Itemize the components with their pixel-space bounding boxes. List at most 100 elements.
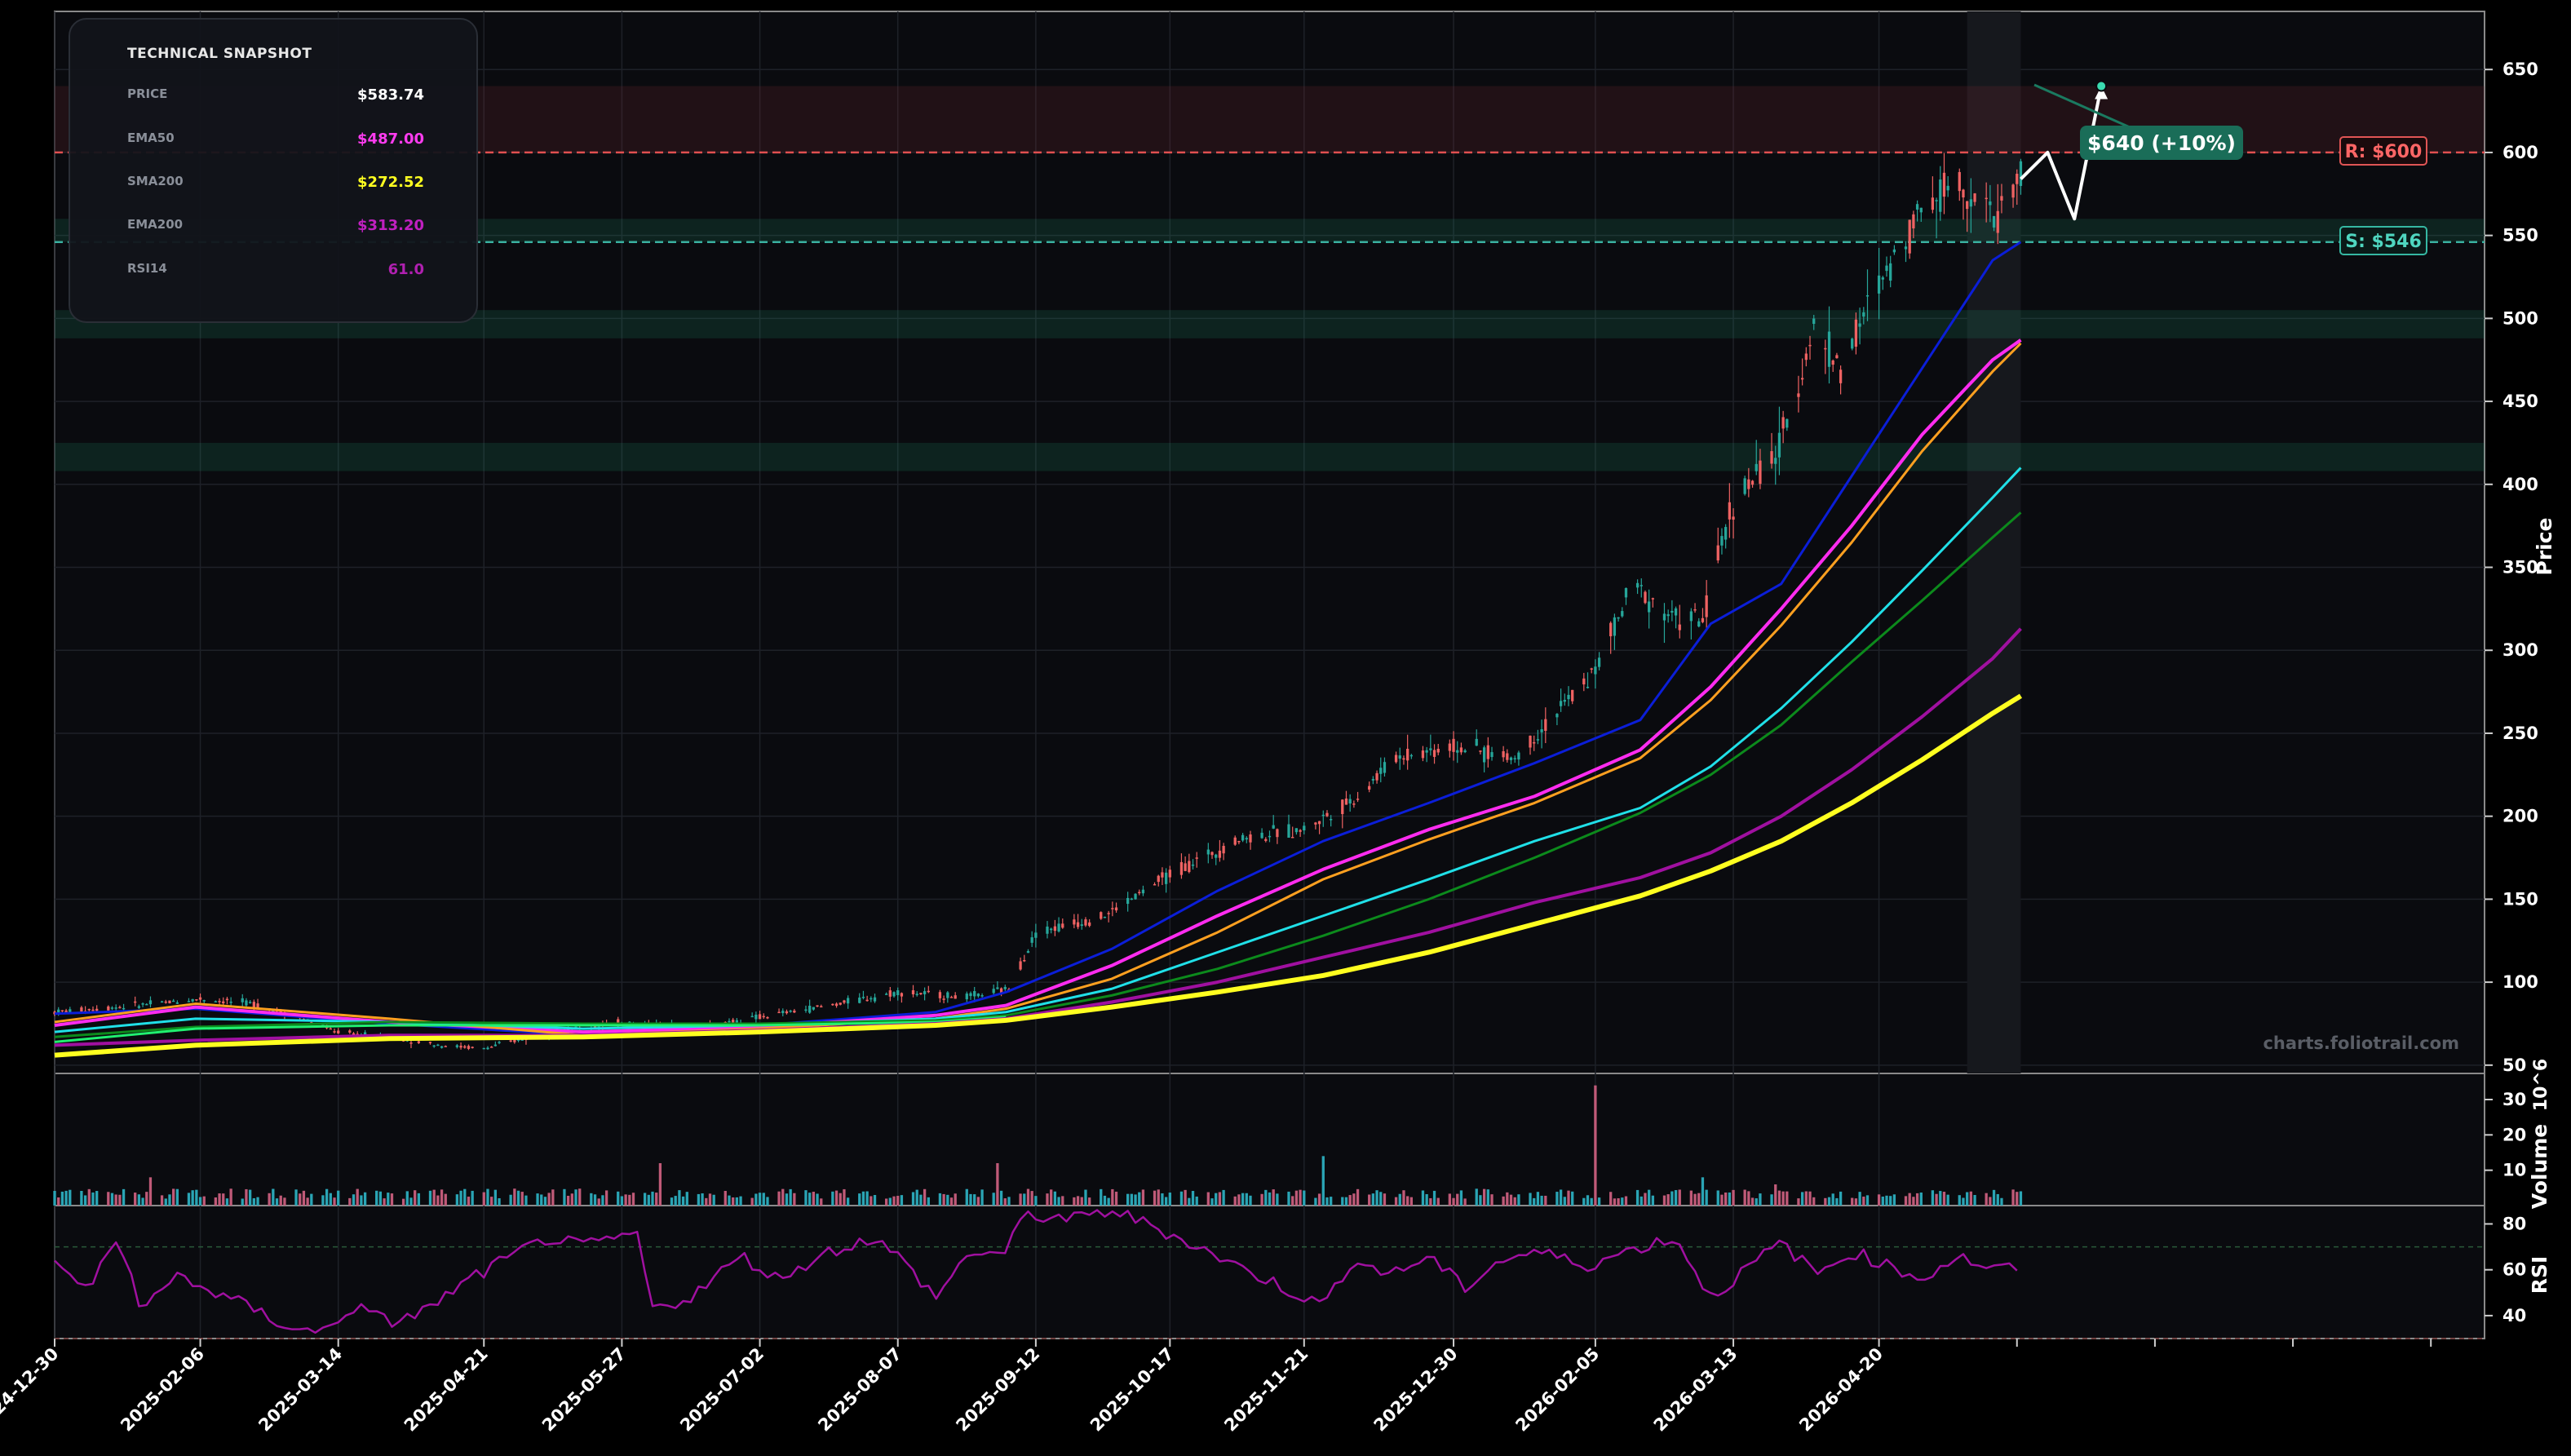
candle-body xyxy=(1973,193,1976,202)
volume-bar xyxy=(1770,1194,1773,1206)
candle-body xyxy=(490,1047,493,1048)
volume-bar xyxy=(325,1188,329,1206)
candle-body xyxy=(1061,923,1064,928)
volume-bar xyxy=(1291,1196,1294,1206)
volume-bar xyxy=(566,1195,570,1206)
volume-bar xyxy=(996,1163,999,1206)
candle-body xyxy=(812,1007,815,1010)
volume-bar xyxy=(1111,1188,1114,1206)
volume-bar xyxy=(1701,1177,1705,1206)
volume-bar xyxy=(1962,1197,1965,1206)
candle-body xyxy=(1881,277,1884,280)
candle-body xyxy=(1398,755,1401,759)
volume-bar xyxy=(202,1196,206,1206)
volume-bar xyxy=(1594,1085,1597,1206)
volume-bar xyxy=(1797,1198,1800,1206)
volume-bar xyxy=(1050,1189,1053,1206)
candle-body xyxy=(348,1030,352,1033)
volume-bar xyxy=(444,1193,447,1206)
candle-body xyxy=(471,1047,474,1048)
volume-bar xyxy=(617,1191,620,1206)
candle-body xyxy=(1222,846,1225,854)
volume-bar xyxy=(440,1189,444,1206)
moving-average-line-8 xyxy=(54,693,2023,1058)
candle-body xyxy=(1812,318,1816,324)
candle-body xyxy=(164,1001,167,1003)
candle-body xyxy=(1111,908,1114,909)
volume-bar xyxy=(1908,1193,1911,1206)
volume-bar xyxy=(873,1195,877,1206)
volume-bar xyxy=(919,1194,923,1206)
volume-bar xyxy=(1786,1191,1789,1206)
volume-bar xyxy=(678,1190,681,1206)
volume-bar xyxy=(1590,1197,1593,1206)
candle-body xyxy=(187,1001,191,1002)
volume-bar xyxy=(455,1194,459,1206)
candle-body xyxy=(459,1045,462,1048)
volume-bar xyxy=(428,1190,432,1206)
volume-bar xyxy=(1724,1192,1728,1206)
volume-bar xyxy=(789,1188,792,1206)
volume-bar xyxy=(980,1189,984,1206)
volume-bar xyxy=(563,1188,566,1206)
candle-body xyxy=(1406,749,1409,761)
candle-body xyxy=(1513,758,1516,759)
volume-bar xyxy=(888,1197,892,1206)
candle-body xyxy=(1452,738,1455,752)
price-tick-label: 400 xyxy=(2502,475,2538,494)
candle-body xyxy=(1100,912,1103,919)
candle-body xyxy=(1195,857,1198,859)
candle-body xyxy=(861,997,865,998)
candle-body xyxy=(1966,201,1969,210)
candle-body xyxy=(1885,265,1888,272)
volume-bar xyxy=(1268,1192,1272,1206)
volume-bar xyxy=(1287,1191,1290,1206)
volume-bar xyxy=(705,1197,708,1206)
candle-body xyxy=(996,987,999,989)
candle-body xyxy=(1750,480,1755,485)
candle-body xyxy=(222,1001,225,1003)
volume-bar xyxy=(516,1190,520,1206)
support-label: S: $546 xyxy=(2339,226,2427,255)
moving-average-line-6 xyxy=(54,1016,1007,1043)
volume-bar xyxy=(766,1197,769,1206)
svg-text:S: $546: S: $546 xyxy=(2345,232,2422,252)
volume-bar xyxy=(1732,1189,1735,1206)
candle-body xyxy=(245,1000,248,1006)
candle-body xyxy=(1368,786,1371,790)
volume-bar xyxy=(378,1191,383,1206)
candle-body xyxy=(858,997,861,1003)
candle-body xyxy=(1475,738,1478,746)
technical-snapshot-panel: TECHNICAL SNAPSHOT PRICE $583.74 EMA50 $… xyxy=(69,18,478,323)
volume-bars xyxy=(53,1085,2023,1206)
candle-body xyxy=(1153,883,1157,886)
candle-body xyxy=(1141,889,1145,894)
volume-bar xyxy=(191,1190,194,1206)
candle-body xyxy=(1797,393,1800,397)
candle-body xyxy=(1291,836,1294,839)
candle-body xyxy=(1506,753,1509,760)
volume-bar xyxy=(1517,1194,1520,1206)
support-zone xyxy=(55,442,2485,471)
volume-bar xyxy=(1755,1198,1758,1206)
price-tick-label: 100 xyxy=(2502,972,2538,992)
candle-body xyxy=(1996,210,1999,233)
candle-body xyxy=(1889,263,1892,281)
volume-bar xyxy=(712,1194,715,1206)
candle-body xyxy=(1644,591,1647,604)
volume-bar xyxy=(1138,1192,1141,1206)
volume-bar xyxy=(1563,1197,1566,1206)
moving-average-line-2 xyxy=(54,339,2022,1034)
candle-body xyxy=(1448,743,1451,751)
volume-bar xyxy=(1425,1193,1428,1206)
volume-bar xyxy=(337,1190,340,1206)
volume-bar xyxy=(1463,1198,1467,1206)
candle-body xyxy=(1076,922,1080,927)
volume-bar xyxy=(911,1192,915,1206)
volume-bar xyxy=(781,1188,785,1206)
candle-body xyxy=(229,1001,232,1003)
candle-body xyxy=(766,1016,769,1019)
volume-bar xyxy=(1026,1188,1030,1206)
volume-bar xyxy=(57,1197,60,1206)
rsi-panel xyxy=(54,1205,2485,1339)
